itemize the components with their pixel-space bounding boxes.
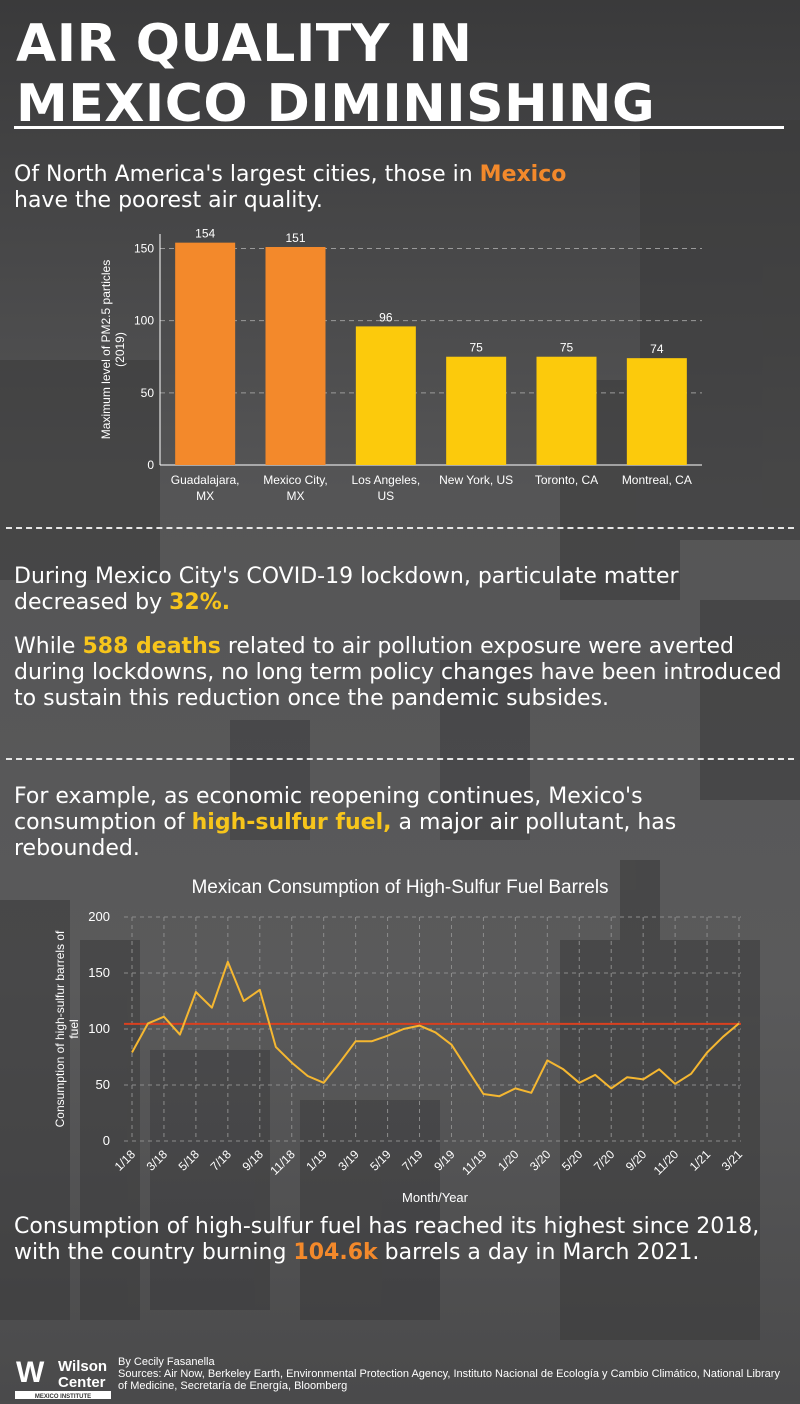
line-x-tick-label: 7/20 [591,1147,618,1174]
bar-category-label: Montreal, CA [622,473,692,487]
logo-line-2: Center [58,1374,106,1391]
fuel-line-chart: Mexican Consumption of High-Sulfur Fuel … [53,877,746,1205]
intro-highlight: Mexico [479,162,567,187]
bar-data-label: 151 [285,231,305,245]
line-y-tick-label: 0 [103,1133,110,1148]
bar [446,356,507,465]
section-divider [6,527,794,529]
example-text: For example, as economic reopening conti… [14,784,786,862]
line-x-tick-label: 5/18 [176,1147,203,1174]
line-y-tick-label: 50 [96,1077,110,1092]
line-x-tick-label: 9/19 [431,1147,458,1174]
bar-category-label: MX [196,489,214,503]
intro-text-before: Of North America's largest cities, those… [14,162,480,187]
conclusion-text-after: barrels a day in March 2021. [377,1240,700,1265]
deaths-text-before: While [14,634,83,659]
bar-category-label: Guadalajara, [171,473,240,487]
deaths-text: While 588 deaths related to air pollutio… [14,634,786,712]
bar-data-label: 74 [650,342,664,356]
example-text-after: a major air pollutant, has rebounded. [14,810,677,861]
title-line-1: AIR QUALITY IN [16,14,473,74]
bar-category-label: US [377,489,394,503]
bar-data-label: 96 [379,310,393,324]
bar-y-tick-label: 0 [147,458,154,472]
conclusion-highlight: 104.6k [293,1240,378,1265]
line-x-tick-label: 9/18 [239,1147,266,1174]
covid-highlight: 32%. [169,590,231,615]
line-x-tick-label: 11/18 [267,1147,298,1178]
credits: By Cecily Fasanella Sources: Air Now, Be… [118,1356,788,1392]
bar [536,356,597,465]
intro-text: Of North America's largest cities, those… [14,162,786,214]
line-x-tick-label: 3/19 [335,1147,362,1174]
conclusion-text-before: Consumption of high-sulfur fuel has reac… [14,1214,760,1265]
line-x-tick-label: 1/20 [495,1147,522,1174]
page-title: AIR QUALITY IN MEXICO DIMINISHING [16,14,786,134]
bar-y-axis-label-line: (2019) [113,332,127,367]
bar-category-label: Los Angeles, [351,473,420,487]
sources: Sources: Air Now, Berkeley Earth, Enviro… [118,1368,780,1392]
line-y-tick-label: 200 [88,909,110,924]
bar [175,242,236,465]
line-x-tick-label: 7/18 [208,1147,235,1174]
logo-subtitle: MEXICO INSTITUTE [35,1394,91,1400]
line-y-axis-label-line: Consumption of high-sulfur barrels of [53,930,67,1127]
line-x-tick-label: 1/19 [303,1147,330,1174]
bar-data-label: 75 [560,341,574,355]
line-x-tick-label: 11/19 [459,1147,490,1178]
bar-data-label: 75 [469,341,483,355]
deaths-highlight: 588 deaths [82,634,221,659]
bar [355,326,416,465]
section-divider [6,758,794,760]
conclusion-text: Consumption of high-sulfur fuel has reac… [14,1214,786,1266]
example-text-before: For example, as economic reopening conti… [14,784,643,835]
intro-text-after: have the poorest air quality. [14,188,323,213]
bar-category-label: MX [287,489,305,503]
line-x-tick-label: 5/20 [559,1147,586,1174]
line-x-tick-label: 3/18 [144,1147,171,1174]
bar-y-tick-label: 50 [141,386,155,400]
line-y-tick-label: 150 [88,965,110,980]
bar-y-axis-label: Maximum level of PM2.5 particles(2019) [99,260,127,439]
bar-data-label: 154 [195,227,215,241]
line-x-axis-label: Month/Year [402,1190,469,1205]
wilson-center-logo: W Wilson Center MEXICO INSTITUTE [14,1354,114,1404]
title-line-2: MEXICO DIMINISHING [16,74,656,134]
bar-y-tick-label: 150 [134,241,154,255]
bar [626,358,687,465]
title-divider [14,126,784,129]
line-x-tick-label: 11/20 [651,1147,682,1178]
bar-category-label: New York, US [439,473,513,487]
pm25-bar-chart: 0 50 100 150 154 Guadalajara, MX 151 Mexico City… [99,227,702,503]
fuel-series-line [131,960,740,1098]
deaths-text-after: related to air pollution exposure were a… [14,634,782,711]
bar-category-label: Toronto, CA [535,473,598,487]
bar [265,246,326,465]
logo-mark: W [16,1356,45,1389]
line-x-tick-label: 5/19 [367,1147,394,1174]
line-x-tick-label: 1/21 [687,1147,714,1174]
example-highlight: high-sulfur fuel, [191,810,392,835]
author-byline: By Cecily Fasanella [118,1356,215,1368]
line-y-axis-label-line: fuel [67,1019,81,1038]
bar-y-axis-label-line: Maximum level of PM2.5 particles [99,260,113,439]
bar-y-tick-label: 100 [134,314,154,328]
covid-text: During Mexico City's COVID-19 lockdown, … [14,564,786,616]
footer: W Wilson Center MEXICO INSTITUTE By Ceci… [0,1352,800,1401]
line-x-tick-label: 9/20 [623,1147,650,1174]
line-x-tick-label: 3/20 [527,1147,554,1174]
line-y-axis-label: Consumption of high-sulfur barrels offue… [53,930,81,1127]
covid-text-before: During Mexico City's COVID-19 lockdown, … [14,564,679,615]
bar-category-label: Mexico City, [263,473,327,487]
line-y-tick-label: 100 [88,1021,110,1036]
line-x-tick-label: 7/19 [399,1147,426,1174]
line-x-tick-label: 1/18 [112,1147,139,1174]
line-chart-title: Mexican Consumption of High-Sulfur Fuel … [191,877,608,898]
line-x-tick-label: 3/21 [719,1147,746,1174]
logo-line-1: Wilson [58,1358,107,1375]
